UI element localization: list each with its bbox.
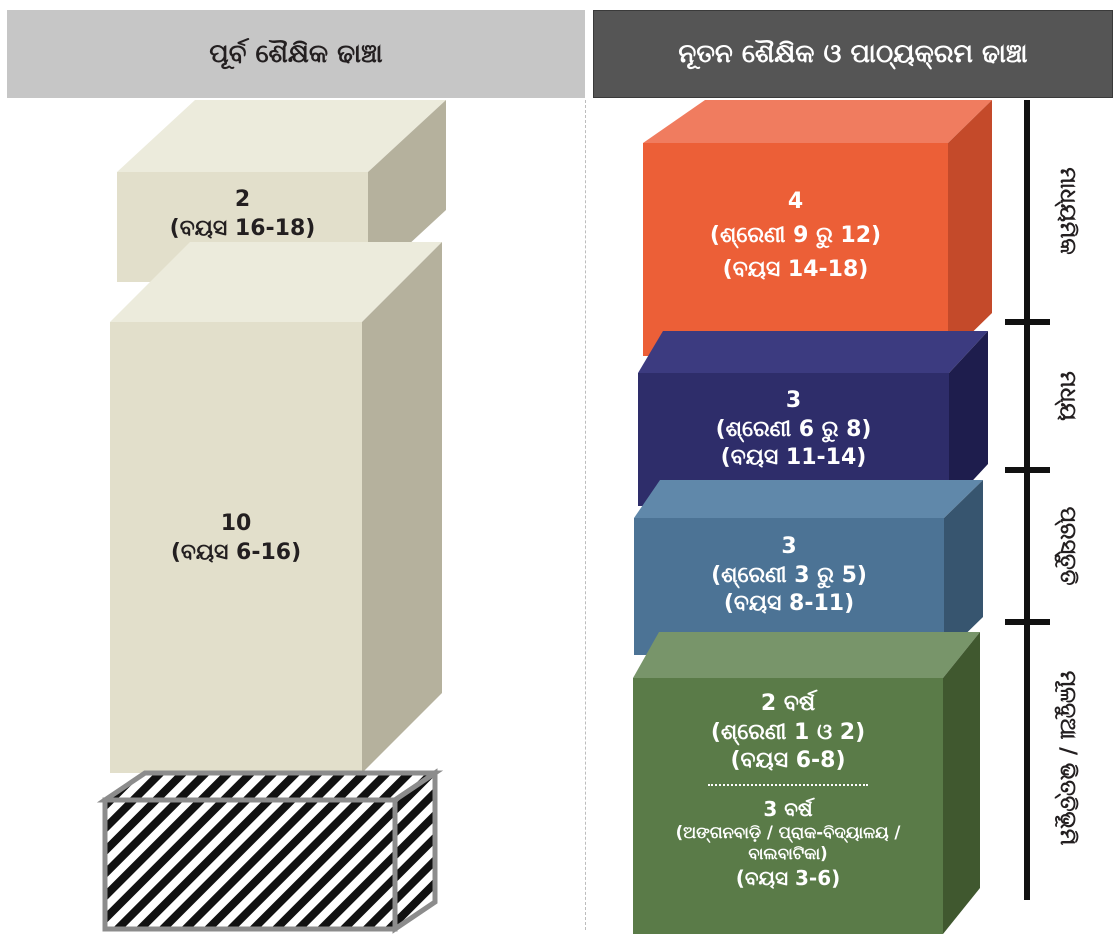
previous-structure-header: ପୂର୍ବ ଶୈକ୍ଷିକ ଢାଞ୍ଚା (7, 10, 585, 98)
previous-top-age: (ବୟସ 16-18) (169, 215, 316, 241)
preparatory-label: 3 (ଶ୍ରେଣୀ 3 ରୁ 5) (ବୟସ 8-11) (634, 533, 944, 619)
previous-middle-age: (ବୟସ 6-16) (170, 539, 302, 565)
foundational-dotted-separator (708, 783, 868, 786)
preschool-years: 3 ବର୍ଷ (763, 796, 813, 821)
previous-middle-years: 10 (220, 511, 252, 536)
stage-foundational: ମୂଳଦୁଆ / ଭିତ୍ତିଭୂମି (1055, 670, 1080, 846)
preschool-age: (ବୟସ 3-6) (735, 865, 841, 890)
middle-years: 3 (785, 388, 802, 413)
preparatory-grades: (ଶ୍ରେଣୀ 3 ରୁ 5) (711, 562, 867, 588)
new-structure-header: ନୂତନ ଶୈକ୍ଷିକ ଓ ପାଠ୍ୟକ୍ରମ ଢାଞ୍ଚା (593, 10, 1113, 98)
preparatory-age: (ବୟସ 8-11) (723, 591, 855, 617)
column-divider (585, 100, 586, 930)
middle-grades: (ଶ୍ରେଣୀ 6 ରୁ 8) (715, 416, 872, 442)
middle-age: (ବୟସ 11-14) (720, 445, 867, 471)
new-block-secondary (643, 100, 992, 356)
previous-block-preschool-hatched (96, 768, 444, 934)
previous-block-middle (110, 242, 442, 773)
preschool-desc-line2: ବାଲବାଟିକା) (748, 844, 828, 864)
foundational-age: (ବୟସ 6-8) (730, 748, 846, 774)
stage-preparatory: ପ୍ରସ୍ତୁତି (1055, 506, 1080, 586)
secondary-age: (ବୟସ 14-18) (722, 257, 869, 283)
stage-secondary: ମାଧ୍ୟମିକ (1055, 167, 1080, 255)
preparatory-years: 3 (781, 534, 797, 559)
foundational-label: 2 ବର୍ଷ (ଶ୍ରେଣୀ 1 ଓ 2) (ବୟସ 6-8) 3 ବର୍ଷ (… (633, 690, 943, 891)
preschool-desc-line1: (ଅଙ୍ଗନବାଡ଼ି / ପ୍ରାକ-ବିଦ୍ୟାଳୟ / (675, 822, 901, 842)
new-block-foundational (633, 632, 980, 934)
foundational-grades: (ଶ୍ରେଣୀ 1 ଓ 2) (710, 719, 866, 745)
secondary-grades: (ଶ୍ରେଣୀ 9 ରୁ 12) (709, 223, 882, 249)
secondary-label: 4 (ଶ୍ରେଣୀ 9 ରୁ 12) (ବୟସ 14-18) (643, 185, 948, 287)
previous-top-years: 2 (234, 187, 251, 212)
foundational-years: 2 ବର୍ଷ (760, 691, 816, 716)
secondary-years: 4 (787, 189, 804, 214)
middle-label: 3 (ଶ୍ରେଣୀ 6 ରୁ 8) (ବୟସ 11-14) (638, 387, 949, 473)
stage-middle: ମଧ୍ୟ (1055, 371, 1080, 421)
previous-middle-label: 10 (ବୟସ 6-16) (110, 510, 362, 567)
previous-top-label: 2 (ବୟସ 16-18) (117, 186, 368, 243)
stage-axis (1005, 100, 1050, 900)
